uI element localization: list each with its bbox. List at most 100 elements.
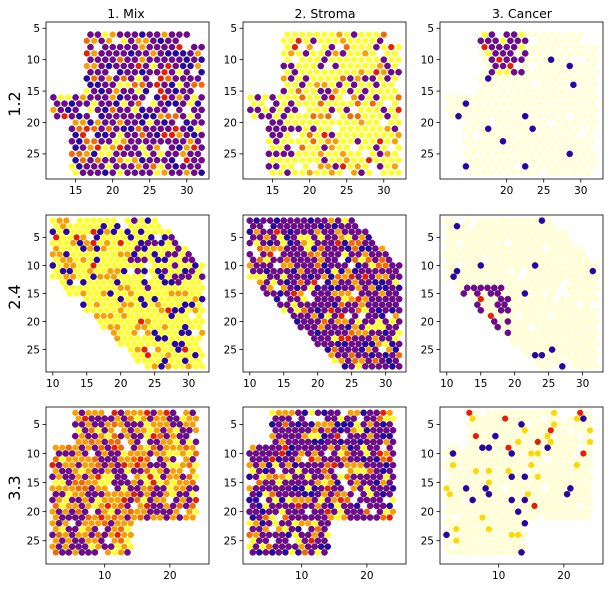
- data-point: [155, 346, 162, 353]
- data-point: [91, 479, 98, 486]
- data-point: [127, 100, 135, 107]
- data-point: [283, 290, 291, 297]
- data-point: [588, 62, 596, 70]
- data-point: [369, 50, 376, 57]
- data-point: [101, 415, 109, 422]
- data-point: [82, 496, 89, 504]
- data-point: [557, 433, 564, 440]
- data-point: [335, 318, 342, 325]
- data-point: [146, 415, 154, 422]
- data-point: [253, 262, 260, 269]
- data-point: [557, 421, 564, 428]
- data-point: [140, 496, 147, 504]
- data-point: [117, 444, 125, 451]
- data-point: [194, 163, 202, 170]
- data-point: [324, 323, 332, 331]
- data-point: [91, 125, 98, 132]
- data-point: [121, 508, 128, 515]
- data-point: [58, 490, 66, 498]
- data-point: [362, 138, 369, 145]
- data-point: [79, 119, 87, 126]
- data-point: [344, 256, 352, 264]
- data-point: [168, 290, 175, 297]
- data-point: [276, 169, 284, 176]
- data-point: [321, 502, 328, 510]
- data-point: [280, 87, 288, 95]
- data-point: [324, 290, 332, 297]
- data-point: [373, 479, 381, 486]
- data-point: [529, 50, 536, 57]
- data-point: [178, 273, 186, 281]
- data-point: [370, 496, 377, 504]
- data-point: [484, 307, 491, 314]
- data-point: [470, 228, 478, 235]
- data-point: [355, 284, 362, 291]
- data-point: [100, 324, 107, 331]
- data-point: [302, 150, 310, 157]
- data-point: [297, 245, 305, 252]
- data-point: [488, 81, 495, 88]
- data-point: [52, 444, 59, 451]
- data-point: [582, 335, 590, 342]
- data-point: [565, 239, 573, 247]
- data-point: [466, 94, 473, 101]
- data-point: [534, 450, 541, 457]
- data-point: [317, 485, 325, 492]
- data-point: [361, 363, 369, 370]
- data-point: [101, 94, 109, 101]
- data-point: [321, 217, 328, 224]
- data-point: [260, 284, 267, 292]
- data-point: [65, 467, 73, 475]
- data-point: [485, 502, 492, 509]
- data-point: [85, 409, 92, 416]
- data-point: [386, 432, 394, 440]
- data-point: [142, 37, 150, 44]
- data-point: [466, 433, 473, 440]
- data-point: [559, 228, 566, 235]
- data-point: [153, 496, 160, 504]
- data-point: [343, 81, 350, 88]
- data-point: [144, 444, 151, 451]
- data-point: [466, 169, 473, 176]
- data-point: [127, 415, 134, 422]
- data-point: [511, 549, 519, 556]
- y-tick-label: 5: [427, 23, 434, 35]
- data-point: [107, 268, 114, 275]
- data-point: [551, 100, 558, 107]
- data-point: [176, 467, 183, 475]
- data-point: [304, 267, 311, 275]
- data-point: [153, 485, 161, 492]
- data-point: [295, 444, 302, 452]
- data-point: [559, 318, 566, 325]
- data-point: [459, 479, 466, 486]
- data-point: [192, 307, 199, 314]
- data-point: [339, 100, 347, 107]
- data-point: [154, 267, 162, 275]
- data-point: [141, 312, 148, 319]
- data-point: [246, 250, 254, 258]
- data-point: [533, 106, 540, 113]
- data-point: [377, 113, 384, 120]
- data-point: [144, 352, 151, 359]
- data-point: [576, 245, 583, 252]
- data-point: [98, 87, 105, 95]
- data-point: [185, 329, 192, 337]
- data-point: [294, 307, 301, 314]
- data-point: [395, 306, 403, 314]
- data-point: [161, 346, 168, 353]
- data-point: [572, 352, 579, 359]
- data-point: [288, 525, 296, 533]
- data-point: [169, 421, 177, 428]
- data-point: [353, 514, 361, 521]
- data-point: [76, 217, 84, 224]
- data-point: [524, 456, 532, 463]
- y-tick-label: 25: [421, 149, 434, 161]
- data-point: [188, 357, 196, 364]
- data-point: [150, 100, 157, 107]
- data-point: [163, 467, 170, 475]
- data-point: [388, 106, 395, 113]
- data-point: [288, 421, 296, 428]
- data-point: [353, 444, 361, 452]
- data-point: [338, 278, 345, 286]
